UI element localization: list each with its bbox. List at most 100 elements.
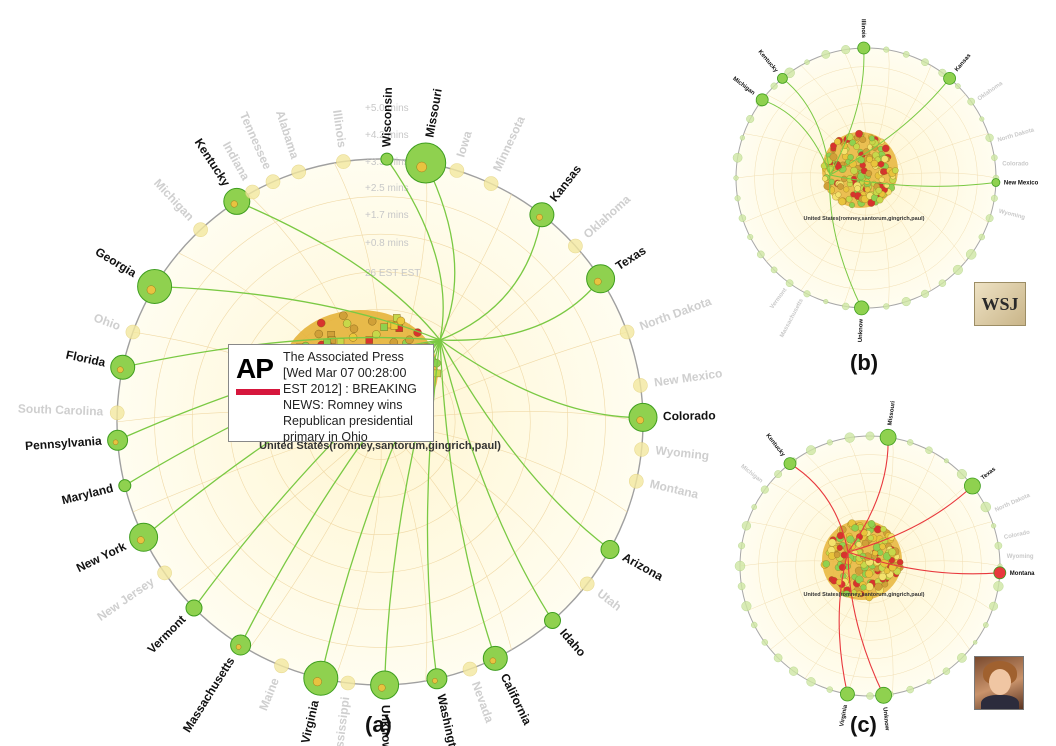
node-unknow[interactable] bbox=[370, 670, 400, 700]
time-tick-label: +2.5 mins bbox=[365, 183, 409, 194]
node-minnesota[interactable] bbox=[483, 176, 499, 191]
node-illinois[interactable] bbox=[857, 41, 871, 55]
core-dot bbox=[855, 575, 864, 584]
core-dot bbox=[396, 316, 406, 326]
node-new-mexico[interactable] bbox=[991, 178, 1001, 187]
label-florida: Florida bbox=[65, 348, 107, 370]
node-illinois[interactable] bbox=[336, 154, 351, 169]
node-virginia[interactable] bbox=[303, 660, 339, 696]
ring-node bbox=[738, 214, 747, 222]
label-ohio: Ohio bbox=[92, 311, 122, 334]
core-dot bbox=[828, 538, 837, 547]
label-montana: Montana bbox=[1010, 571, 1035, 577]
node-alabama[interactable] bbox=[291, 164, 307, 180]
node-california[interactable] bbox=[482, 645, 508, 671]
ring-node bbox=[973, 640, 978, 645]
ap-logo-text: AP bbox=[236, 353, 274, 384]
label-michigan: Michigan bbox=[739, 464, 763, 485]
node-montana[interactable] bbox=[628, 473, 644, 489]
core-dot bbox=[850, 166, 858, 175]
node-maine[interactable] bbox=[274, 658, 289, 674]
ring-node bbox=[733, 175, 739, 181]
node-idaho[interactable] bbox=[544, 612, 561, 629]
core-dot bbox=[845, 195, 853, 203]
node-colorado[interactable] bbox=[628, 402, 658, 432]
node-massachusetts[interactable] bbox=[230, 634, 252, 656]
ring-node bbox=[737, 582, 746, 591]
node-detail bbox=[117, 366, 124, 373]
core-dot bbox=[866, 155, 873, 163]
node-new-mexico[interactable] bbox=[633, 378, 648, 393]
label-idaho: Idaho bbox=[557, 626, 589, 659]
node-wisconsin[interactable] bbox=[380, 152, 394, 166]
core-dot bbox=[881, 155, 889, 163]
link-arizona bbox=[439, 339, 611, 551]
label-kentucky: Kentucky bbox=[757, 49, 779, 74]
node-ohio[interactable] bbox=[125, 324, 141, 340]
node-texas[interactable] bbox=[964, 477, 981, 495]
node-michigan[interactable] bbox=[755, 93, 769, 107]
node-unknow[interactable] bbox=[854, 300, 869, 316]
ring-node bbox=[739, 135, 746, 141]
node-new-jersey[interactable] bbox=[157, 565, 172, 581]
label-michigan: Michigan bbox=[151, 176, 197, 224]
node-kansas[interactable] bbox=[943, 72, 956, 85]
node-missouri[interactable] bbox=[879, 428, 897, 446]
label-kansas: Kansas bbox=[547, 162, 585, 205]
node-north-dakota[interactable] bbox=[619, 324, 635, 340]
node-montana[interactable] bbox=[993, 566, 1007, 580]
node-arizona[interactable] bbox=[600, 540, 620, 559]
node-wyoming[interactable] bbox=[634, 442, 649, 457]
node-unknow[interactable] bbox=[875, 686, 892, 704]
node-texas[interactable] bbox=[586, 264, 616, 294]
ring-node bbox=[883, 46, 890, 53]
ring-node bbox=[821, 50, 831, 59]
node-virginia[interactable] bbox=[840, 686, 855, 702]
node-michigan[interactable] bbox=[193, 222, 208, 237]
ring-node bbox=[806, 677, 816, 687]
core-dot bbox=[847, 154, 854, 161]
node-utah[interactable] bbox=[579, 576, 595, 592]
node-missouri[interactable] bbox=[405, 142, 447, 184]
node-kentucky[interactable] bbox=[777, 73, 788, 84]
node-indiana[interactable] bbox=[245, 184, 260, 200]
label-unknow: Unknow bbox=[881, 707, 889, 731]
link-kentucky bbox=[782, 78, 831, 176]
ring-node bbox=[770, 266, 778, 274]
ring-node bbox=[985, 133, 994, 142]
node-mississippi[interactable] bbox=[340, 675, 356, 691]
node-pennsylvania[interactable] bbox=[107, 429, 129, 451]
node-oklahoma[interactable] bbox=[568, 238, 583, 254]
node-detail bbox=[489, 657, 497, 665]
core-dot bbox=[834, 138, 841, 146]
node-kansas[interactable] bbox=[529, 202, 555, 228]
node-florida[interactable] bbox=[110, 354, 136, 380]
label-missouri: Missouri bbox=[887, 400, 896, 426]
node-iowa[interactable] bbox=[449, 163, 465, 178]
ring-node bbox=[866, 692, 874, 700]
core-square bbox=[433, 369, 441, 378]
label-maine: Maine bbox=[256, 676, 282, 713]
ring-node bbox=[978, 233, 985, 241]
label-virginia: Virginia bbox=[298, 699, 322, 745]
node-detail bbox=[378, 684, 386, 692]
node-vermont[interactable] bbox=[185, 599, 203, 617]
node-georgia[interactable] bbox=[137, 269, 173, 304]
node-washingt[interactable] bbox=[426, 668, 448, 690]
core-dot bbox=[843, 590, 851, 598]
ring-node bbox=[826, 439, 833, 446]
core-dot bbox=[317, 318, 326, 328]
label-virginia: Virginia bbox=[839, 704, 849, 727]
node-kentucky[interactable] bbox=[223, 187, 251, 215]
ring-node bbox=[842, 302, 850, 311]
node-nevada[interactable] bbox=[462, 661, 478, 677]
ring-node bbox=[985, 214, 994, 223]
node-south-carolina[interactable] bbox=[109, 405, 125, 421]
link-texas bbox=[439, 278, 602, 341]
node-new-york[interactable] bbox=[129, 522, 159, 552]
label-alabama: Alabama bbox=[273, 109, 302, 161]
core-dot bbox=[876, 196, 884, 204]
node-maryland[interactable] bbox=[118, 479, 132, 493]
node-tennessee[interactable] bbox=[265, 174, 281, 189]
node-kentucky[interactable] bbox=[783, 457, 797, 471]
